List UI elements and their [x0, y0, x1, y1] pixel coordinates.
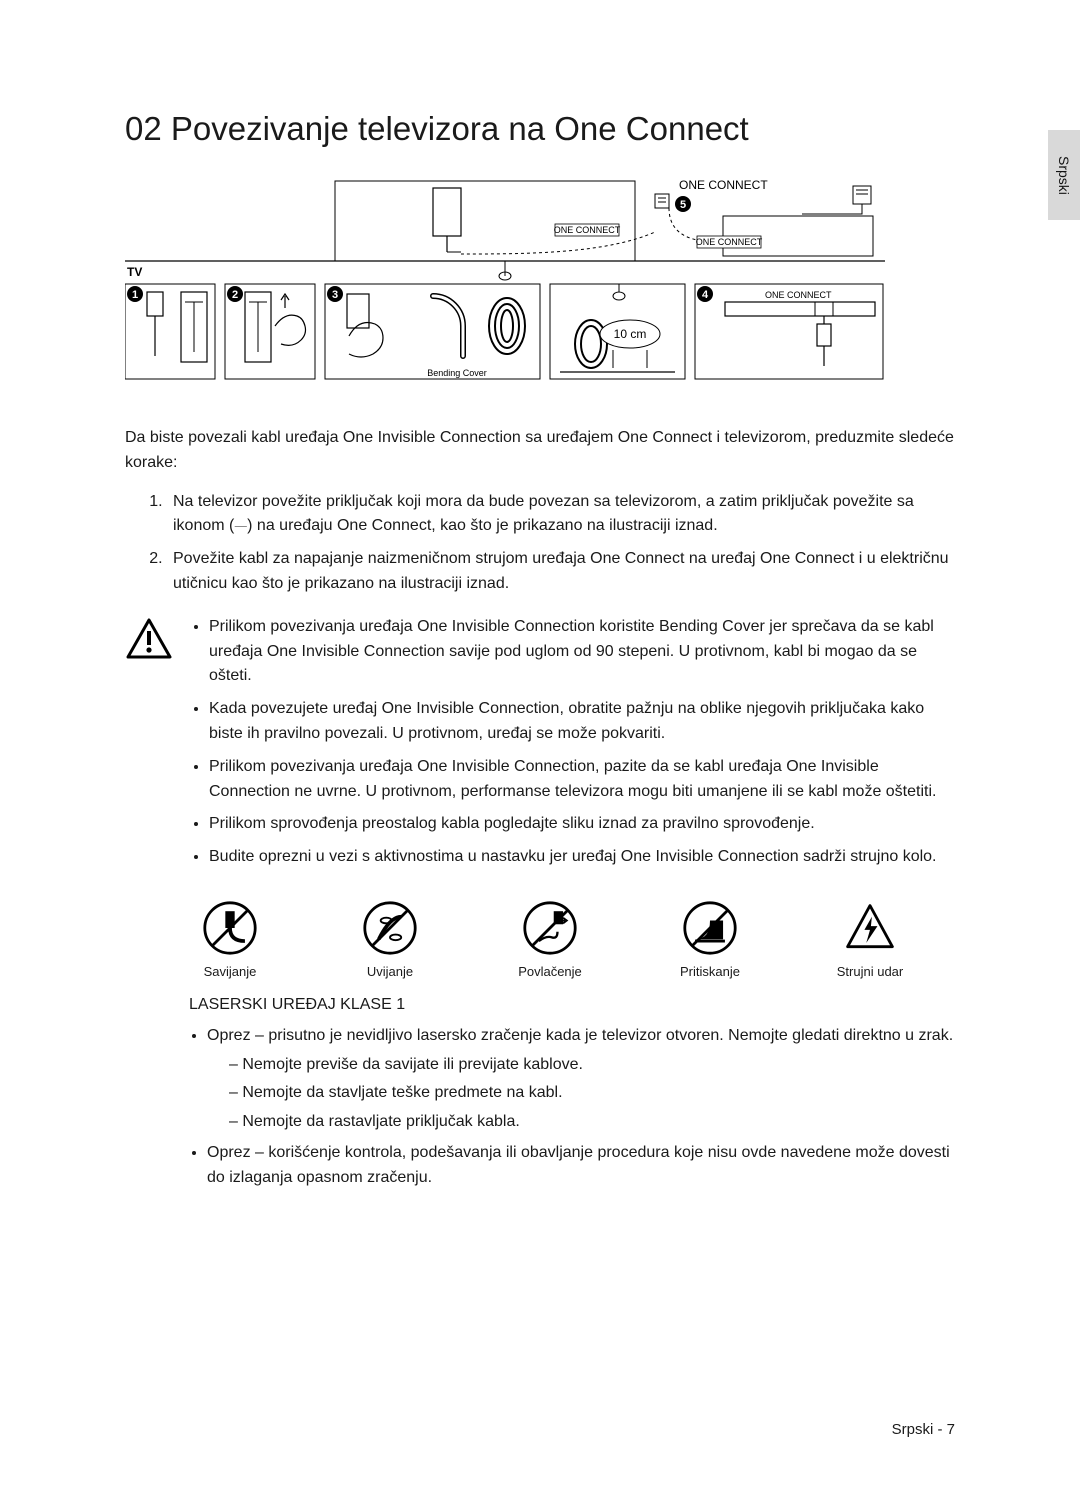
class1-title: LASERSKI UREĐAJ KLASE 1 [189, 993, 955, 1018]
class1-sub-3: Nemojte da rastavljate priključak kabla. [229, 1110, 955, 1135]
diagram-label-tv: TV [127, 265, 142, 279]
icon-twisting-caption: Uvijanje [367, 964, 413, 979]
intro-text: Da biste povezali kabl uređaja One Invis… [125, 426, 955, 476]
icon-shock-caption: Strujni udar [837, 964, 903, 979]
diagram-label-oneconnect-top: ONE CONNECT [679, 178, 768, 192]
steps-list: Na televizor povežite priključak koji mo… [139, 490, 955, 597]
class1-sub-2: Nemojte da stavljate teške predmete na k… [229, 1081, 955, 1106]
circled-2: 2 [232, 289, 238, 301]
warning-1: Prilikom povezivanja uređaja One Invisib… [209, 615, 955, 689]
diagram-label-bendingcover: Bending Cover [427, 368, 487, 378]
warning-3: Prilikom povezivanja uređaja One Invisib… [209, 755, 955, 805]
connection-diagram: ONE CONNECT ONE CONNECT 5 ONE CONNECT TV [125, 176, 955, 386]
class1-sublist: Nemojte previše da savijate ili previjat… [207, 1053, 955, 1135]
class1-section: LASERSKI UREĐAJ KLASE 1 Oprez – prisutno… [189, 993, 955, 1191]
side-tab: Srpski [1048, 130, 1080, 220]
class1-item-2: Oprez – korišćenje kontrola, podešavanja… [207, 1141, 955, 1191]
circled-3: 3 [332, 289, 338, 301]
diagram-label-oneconnect-1: ONE CONNECT [554, 225, 621, 235]
circled-4: 4 [702, 289, 709, 301]
diagram-label-10cm: 10 cm [614, 327, 647, 341]
icon-shock: Strujni udar [825, 900, 915, 979]
class1-item-1-text: Oprez – prisutno je nevidljivo lasersko … [207, 1027, 953, 1044]
warning-triangle-icon [125, 617, 173, 666]
icon-pressing: Pritiskanje [665, 900, 755, 979]
page-title: 02 Povezivanje televizora na One Connect [125, 110, 955, 148]
diagram-label-oneconnect-2: ONE CONNECT [696, 237, 763, 247]
step-2: Povežite kabl za napajanje naizmeničnom … [167, 547, 955, 597]
warning-5: Budite oprezni u vezi s aktivnostima u n… [209, 845, 955, 870]
diagram-label-oneconnect-3: ONE CONNECT [765, 290, 832, 300]
warning-section: Prilikom povezivanja uređaja One Invisib… [125, 615, 955, 878]
prohibition-icons: Savijanje Uvijanje Povlačenje Pritiskanj… [185, 900, 955, 979]
circled-1: 1 [132, 289, 138, 301]
class1-list: Oprez – prisutno je nevidljivo lasersko … [189, 1024, 955, 1191]
class1-sub-1: Nemojte previše da savijate ili previjat… [229, 1053, 955, 1078]
icon-pressing-caption: Pritiskanje [680, 964, 740, 979]
icon-bending: Savijanje [185, 900, 275, 979]
step-1: Na televizor povežite priključak koji mo… [167, 490, 955, 540]
warning-list: Prilikom povezivanja uređaja One Invisib… [191, 615, 955, 878]
side-tab-label: Srpski [1056, 156, 1072, 195]
icon-bending-caption: Savijanje [204, 964, 257, 979]
icon-pulling-caption: Povlačenje [518, 964, 582, 979]
icon-twisting: Uvijanje [345, 900, 435, 979]
class1-item-1: Oprez – prisutno je nevidljivo lasersko … [207, 1024, 955, 1135]
warning-4: Prilikom sprovođenja preostalog kabla po… [209, 812, 955, 837]
page-footer: Srpski - 7 [892, 1421, 955, 1438]
circled-5: 5 [680, 199, 686, 211]
warning-2: Kada povezujete uređaj One Invisible Con… [209, 697, 955, 747]
icon-pulling: Povlačenje [505, 900, 595, 979]
